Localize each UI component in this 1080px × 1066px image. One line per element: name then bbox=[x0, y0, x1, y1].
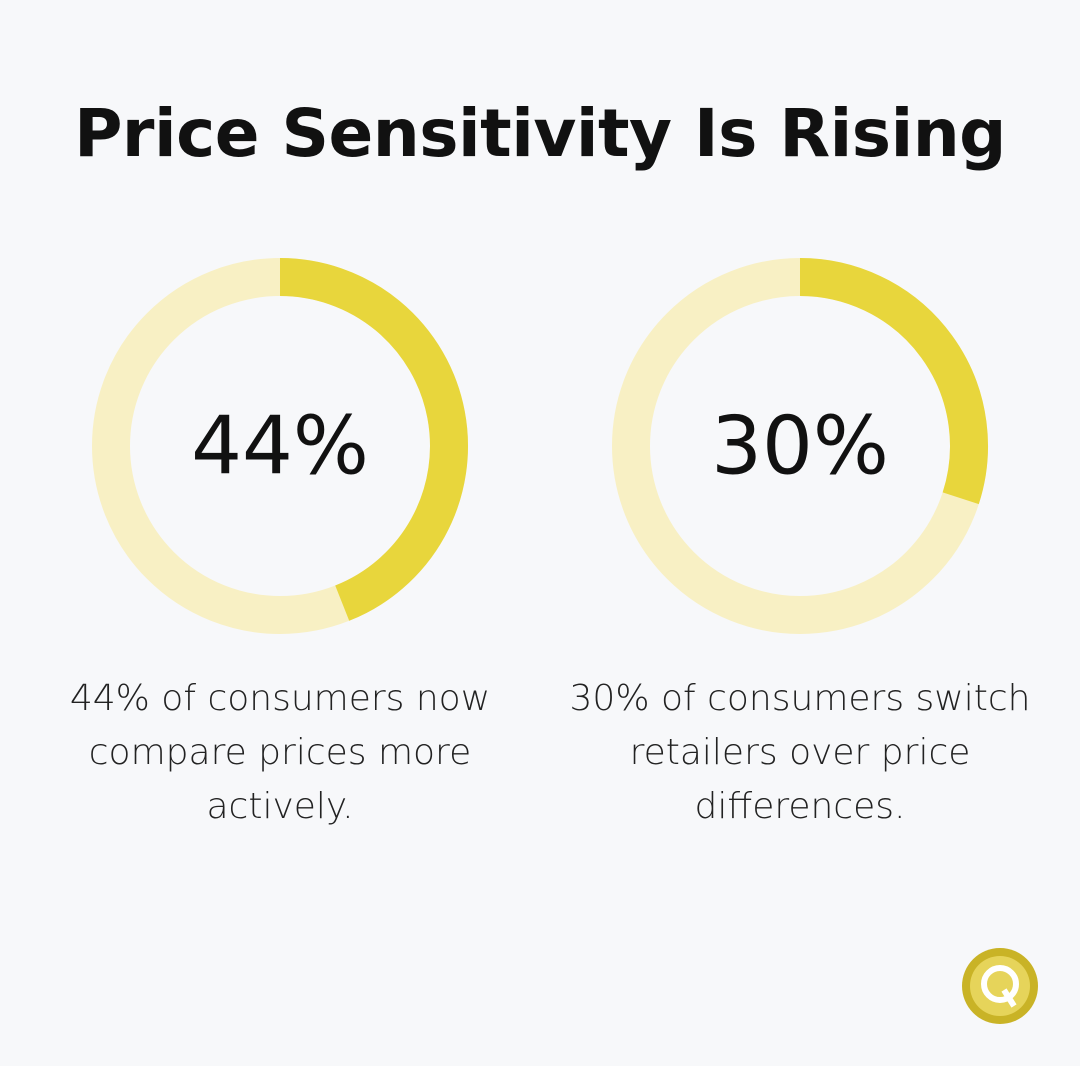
donut-arc bbox=[799, 258, 988, 505]
logo-inner bbox=[970, 956, 1030, 1016]
donut-arc bbox=[279, 258, 468, 621]
page-title: Price Sensitivity Is Rising bbox=[74, 95, 1006, 172]
logo bbox=[962, 948, 1038, 1024]
logo-q bbox=[981, 965, 1019, 1003]
caption: 30% of consumers switch retailers over p… bbox=[569, 678, 1031, 827]
logo-q-tail bbox=[1001, 988, 1017, 1008]
center-label: 30% bbox=[711, 400, 889, 493]
caption: 44% of consumers now compare prices more… bbox=[69, 678, 491, 827]
center-label: 44% bbox=[191, 400, 369, 493]
